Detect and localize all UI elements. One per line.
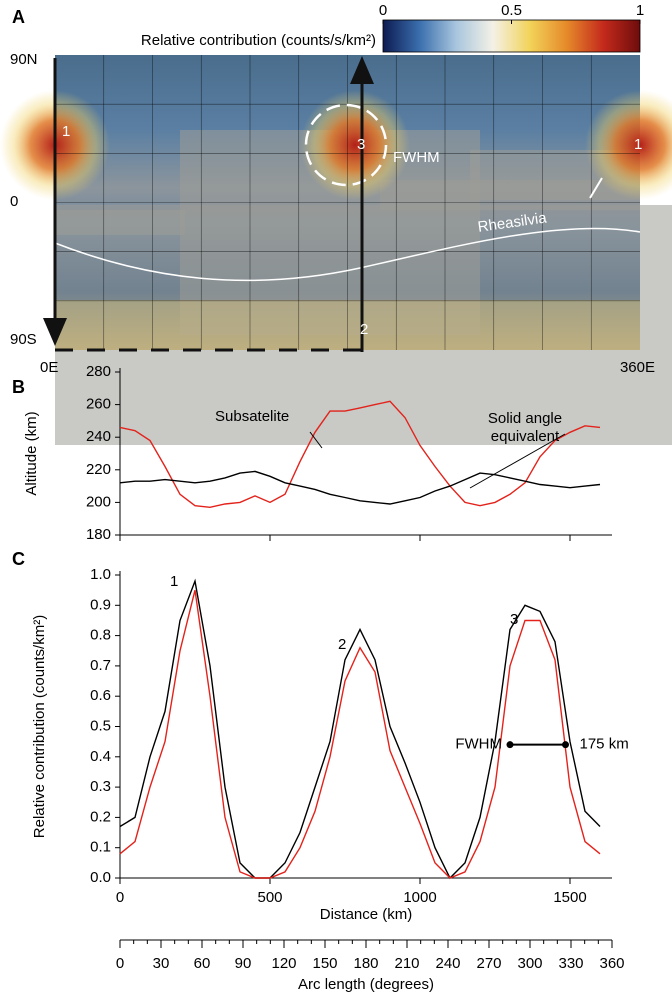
series-label: Solid angle equivalent [470,410,580,446]
y-tick-label: 180 [86,526,111,543]
series-label-box: Solid angle equivalent [470,410,580,454]
y-tick-label: 0.0 [90,869,111,886]
x-tick-label: 0 [116,889,124,906]
peak-label: 3 [510,611,518,628]
x2-tick-label: 210 [394,955,419,972]
y-tick-label: 0.8 [90,627,111,644]
y-tick-label: 220 [86,461,111,478]
x2-tick-label: 150 [312,955,337,972]
map-annotation: 3 [357,136,365,153]
x2-tick-label: 360 [599,955,624,972]
x2-tick-label: 120 [271,955,296,972]
series-line [120,581,600,878]
y-axis-label: Altitude (km) [23,411,40,495]
map-annotation: FWHM [393,149,440,166]
y-tick-label: 0.9 [90,596,111,613]
x2-tick-label: 270 [476,955,501,972]
y-tick-label: 1.0 [90,566,111,583]
x2-tick-label: 330 [558,955,583,972]
map-annotation: 1 [62,123,70,140]
y-tick-label: 0.2 [90,808,111,825]
fwhm-end [507,741,514,748]
x2-tick-label: 240 [435,955,460,972]
y-tick-label: 0.7 [90,657,111,674]
map-annotation: 2 [360,321,368,338]
y-tick-label: 0.3 [90,778,111,795]
panel-label: A [12,7,25,27]
map-x-label: 0E [40,359,58,376]
series-label-box: Subsatelite [215,408,325,452]
x2-tick-label: 0 [116,955,124,972]
x-tick-label: 1500 [553,889,586,906]
x2-tick-label: 30 [153,955,170,972]
colorbar-tick-label: 0 [379,2,387,19]
y-tick-label: 280 [86,363,111,380]
x-tick-label: 1000 [403,889,436,906]
peak-label: 1 [170,573,178,590]
map-annotation: 1 [634,136,642,153]
x2-tick-label: 90 [235,955,252,972]
colorbar-tick-label: 0.5 [501,2,522,19]
x2-tick-label: 180 [353,955,378,972]
x2-tick-label: 300 [517,955,542,972]
colorbar-title: Relative contribution (counts/s/km²) [141,32,376,49]
series-label: Subsatelite [215,408,325,426]
panel-label: B [12,377,25,397]
figure: A 0 0.5 1 Relative contribution (counts/s/km… [0,0,672,998]
x-axis-label: Distance (km) [320,906,413,923]
y-tick-label: 240 [86,428,111,445]
y-tick-label: 0.5 [90,717,111,734]
map-x-label: 360E [620,359,655,376]
map-terrain [55,210,185,235]
x2-tick-label: 60 [194,955,211,972]
colorbar-tick-label: 1 [636,2,644,19]
y-axis-label: Relative contribution (counts/km²) [31,615,48,838]
map-y-label: 0 [10,193,18,210]
y-tick-label: 0.6 [90,687,111,704]
fwhm-label: FWHM [455,736,502,753]
y-tick-label: 260 [86,396,111,413]
map-y-label: 90N [10,51,38,68]
y-tick-label: 200 [86,493,111,510]
series-line [120,590,600,878]
colorbar [383,20,640,52]
panel-label: C [12,549,25,569]
fwhm-end [562,741,569,748]
peak-label: 2 [338,636,346,653]
y-tick-label: 0.1 [90,839,111,856]
x2-axis-label: Arc length (degrees) [298,976,434,993]
x-tick-label: 500 [257,889,282,906]
fwhm-width-label: 175 km [580,736,629,753]
y-tick-label: 0.4 [90,748,111,765]
map-y-label: 90S [10,331,37,348]
